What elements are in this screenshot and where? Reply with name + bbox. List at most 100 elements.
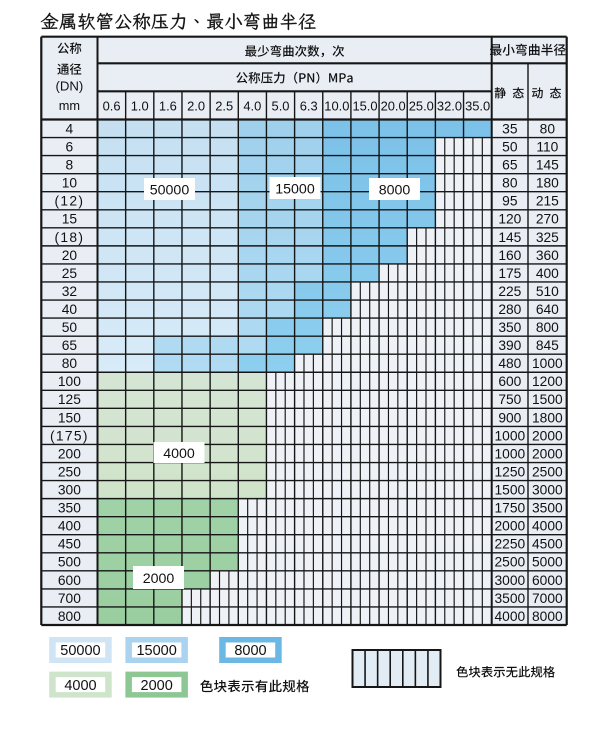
svg-text:270: 270 — [536, 212, 559, 227]
svg-text:400: 400 — [58, 519, 81, 534]
svg-text:4000: 4000 — [163, 446, 195, 462]
svg-text:(DN): (DN) — [55, 79, 83, 94]
svg-text:20: 20 — [62, 248, 78, 263]
svg-text:2000: 2000 — [532, 446, 563, 461]
svg-text:20.0: 20.0 — [381, 98, 406, 113]
svg-text:2000: 2000 — [532, 428, 563, 443]
svg-text:3500: 3500 — [494, 591, 525, 606]
svg-text:8000: 8000 — [379, 183, 411, 199]
svg-text:8: 8 — [66, 158, 74, 173]
svg-text:1.6: 1.6 — [159, 98, 177, 113]
svg-text:845: 845 — [536, 338, 559, 353]
svg-text:4000: 4000 — [532, 519, 563, 534]
svg-text:2.0: 2.0 — [187, 98, 205, 113]
svg-text:180: 180 — [536, 176, 559, 191]
svg-text:1250: 1250 — [494, 464, 525, 479]
svg-text:65: 65 — [502, 158, 518, 173]
svg-text:35: 35 — [502, 121, 518, 136]
svg-text:510: 510 — [536, 284, 559, 299]
svg-text:3000: 3000 — [532, 483, 563, 498]
svg-text:32.0: 32.0 — [437, 98, 462, 113]
svg-text:125: 125 — [58, 392, 81, 407]
svg-text:200: 200 — [58, 446, 81, 461]
svg-text:50: 50 — [502, 139, 518, 154]
svg-text:750: 750 — [498, 392, 521, 407]
svg-text:100: 100 — [58, 374, 81, 389]
svg-text:15000: 15000 — [275, 182, 315, 198]
svg-text:900: 900 — [498, 410, 521, 425]
svg-text:1750: 1750 — [494, 501, 525, 516]
svg-text:600: 600 — [58, 573, 81, 588]
svg-text:5.0: 5.0 — [272, 98, 290, 113]
svg-text:350: 350 — [498, 320, 521, 335]
svg-text:32: 32 — [62, 284, 77, 299]
svg-text:4.0: 4.0 — [243, 98, 261, 113]
svg-text:150: 150 — [58, 410, 81, 425]
svg-text:4: 4 — [66, 121, 74, 136]
svg-text:6.3: 6.3 — [300, 98, 318, 113]
svg-text:1800: 1800 — [532, 410, 563, 425]
svg-text:65: 65 — [62, 338, 78, 353]
svg-text:40: 40 — [62, 302, 78, 317]
svg-text:25: 25 — [62, 266, 78, 281]
svg-text:2250: 2250 — [494, 537, 525, 552]
svg-text:120: 120 — [498, 212, 521, 227]
svg-text:80: 80 — [540, 121, 556, 136]
svg-text:400: 400 — [536, 266, 559, 281]
svg-text:6000: 6000 — [532, 573, 563, 588]
svg-text:3000: 3000 — [494, 573, 525, 588]
svg-text:3500: 3500 — [532, 501, 563, 516]
svg-text:175: 175 — [498, 266, 521, 281]
svg-text:7000: 7000 — [532, 591, 563, 606]
svg-text:360: 360 — [536, 248, 559, 263]
svg-text:1000: 1000 — [532, 356, 563, 371]
svg-text:2000: 2000 — [494, 519, 525, 534]
svg-text:160: 160 — [498, 248, 521, 263]
svg-text:6: 6 — [66, 139, 74, 154]
svg-text:390: 390 — [498, 338, 521, 353]
svg-text:1200: 1200 — [532, 374, 563, 389]
svg-text:0.6: 0.6 — [103, 98, 121, 113]
svg-text:80: 80 — [502, 176, 518, 191]
svg-text:(175): (175) — [50, 428, 89, 443]
svg-text:1000: 1000 — [494, 428, 525, 443]
svg-text:15: 15 — [62, 212, 78, 227]
svg-text:450: 450 — [58, 537, 81, 552]
svg-text:(18): (18) — [55, 230, 85, 245]
svg-text:2.5: 2.5 — [215, 98, 233, 113]
svg-text:4000: 4000 — [494, 609, 525, 624]
svg-text:35.0: 35.0 — [465, 98, 490, 113]
svg-text:95: 95 — [502, 194, 518, 209]
svg-text:(12): (12) — [55, 194, 85, 209]
svg-text:250: 250 — [58, 464, 81, 479]
svg-text:2500: 2500 — [494, 555, 525, 570]
svg-text:10.0: 10.0 — [324, 98, 349, 113]
svg-text:4000: 4000 — [64, 678, 96, 694]
svg-text:8000: 8000 — [532, 609, 563, 624]
svg-text:8000: 8000 — [234, 643, 266, 659]
svg-text:1500: 1500 — [494, 483, 525, 498]
svg-text:50000: 50000 — [60, 643, 100, 659]
svg-text:800: 800 — [58, 609, 81, 624]
svg-text:640: 640 — [536, 302, 559, 317]
svg-text:mm: mm — [59, 98, 80, 113]
svg-text:25.0: 25.0 — [409, 98, 434, 113]
svg-text:145: 145 — [536, 158, 559, 173]
svg-text:215: 215 — [536, 194, 559, 209]
svg-text:280: 280 — [498, 302, 521, 317]
svg-text:145: 145 — [498, 230, 521, 245]
svg-text:700: 700 — [58, 591, 81, 606]
svg-text:325: 325 — [536, 230, 559, 245]
svg-text:800: 800 — [536, 320, 559, 335]
svg-text:480: 480 — [498, 356, 521, 371]
svg-text:2000: 2000 — [143, 571, 175, 587]
svg-text:225: 225 — [498, 284, 521, 299]
svg-text:600: 600 — [498, 374, 521, 389]
svg-text:80: 80 — [62, 356, 78, 371]
svg-text:5000: 5000 — [532, 555, 563, 570]
svg-text:1.0: 1.0 — [131, 98, 149, 113]
svg-text:350: 350 — [58, 501, 81, 516]
svg-text:50: 50 — [62, 320, 78, 335]
svg-text:4500: 4500 — [532, 537, 563, 552]
svg-text:15000: 15000 — [136, 643, 176, 659]
